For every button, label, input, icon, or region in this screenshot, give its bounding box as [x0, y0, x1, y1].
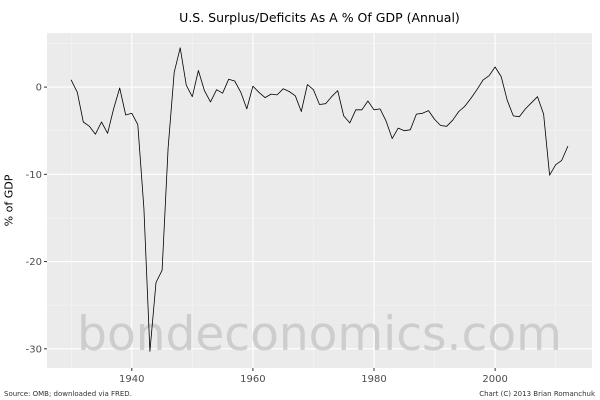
svg-text:1980: 1980 [361, 374, 386, 385]
svg-text:1960: 1960 [240, 374, 265, 385]
x-axis-ticks: 1940 1960 1980 2000 [119, 368, 508, 385]
data-line [70, 47, 569, 352]
svg-text:1940: 1940 [119, 374, 144, 385]
y-axis-ticks: 0 -10 -20 -30 [26, 83, 47, 355]
chart-title: U.S. Surplus/Deficits As A % Of GDP (Ann… [179, 10, 460, 25]
svg-text:0: 0 [36, 83, 42, 94]
svg-text:2000: 2000 [482, 374, 507, 385]
credit-note: Chart (C) 2013 Brian Romanchuk [479, 390, 595, 398]
svg-text:-20: -20 [26, 257, 42, 268]
svg-text:-10: -10 [26, 170, 42, 181]
svg-text:-30: -30 [26, 344, 42, 355]
watermark: bondeconomics.com [77, 307, 562, 362]
plot-panel [47, 33, 592, 368]
source-note: Source: OMB; downloaded via FRED. [4, 390, 132, 398]
gridlines [47, 33, 592, 368]
svg-text:bondeconomics.com: bondeconomics.com [77, 307, 562, 362]
